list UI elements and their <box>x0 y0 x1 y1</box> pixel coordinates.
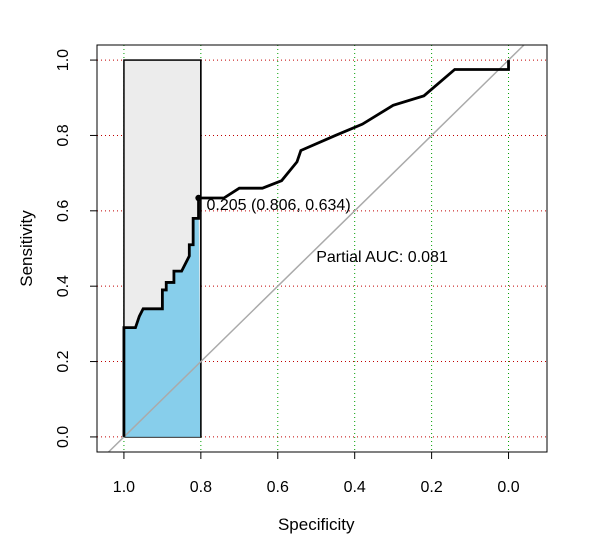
x-tick-label-2: 0.6 <box>267 479 289 496</box>
x-axis-title: Specificity <box>278 515 355 534</box>
x-axis: 1.0 0.8 0.6 0.4 0.2 0.0 <box>113 451 520 496</box>
x-tick-label-1: 0.8 <box>190 479 212 496</box>
chance-diagonal <box>108 44 525 453</box>
x-tick-label-4: 0.2 <box>420 479 442 496</box>
x-tick-label-0: 1.0 <box>113 479 135 496</box>
threshold-label: 0.205 (0.806, 0.634) <box>207 197 351 214</box>
y-tick-label-0: 0.0 <box>55 426 72 448</box>
grid-lines <box>97 45 547 452</box>
y-tick-label-4: 0.8 <box>55 124 72 146</box>
x-tick-label-5: 0.0 <box>497 479 519 496</box>
y-tick-label-2: 0.4 <box>55 275 72 297</box>
y-tick-label-3: 0.6 <box>55 200 72 222</box>
roc-curve <box>122 60 510 437</box>
y-axis: 0.0 0.2 0.4 0.6 0.8 1.0 <box>55 49 97 448</box>
threshold-point <box>195 194 202 202</box>
partial-auc-label: Partial AUC: 0.081 <box>316 249 448 266</box>
partial-auc-fill <box>123 198 201 437</box>
y-axis-title: Sensitivity <box>17 210 36 287</box>
y-tick-label-1: 0.2 <box>55 350 72 372</box>
y-tick-label-5: 1.0 <box>55 49 72 71</box>
x-tick-label-3: 0.4 <box>344 479 366 496</box>
